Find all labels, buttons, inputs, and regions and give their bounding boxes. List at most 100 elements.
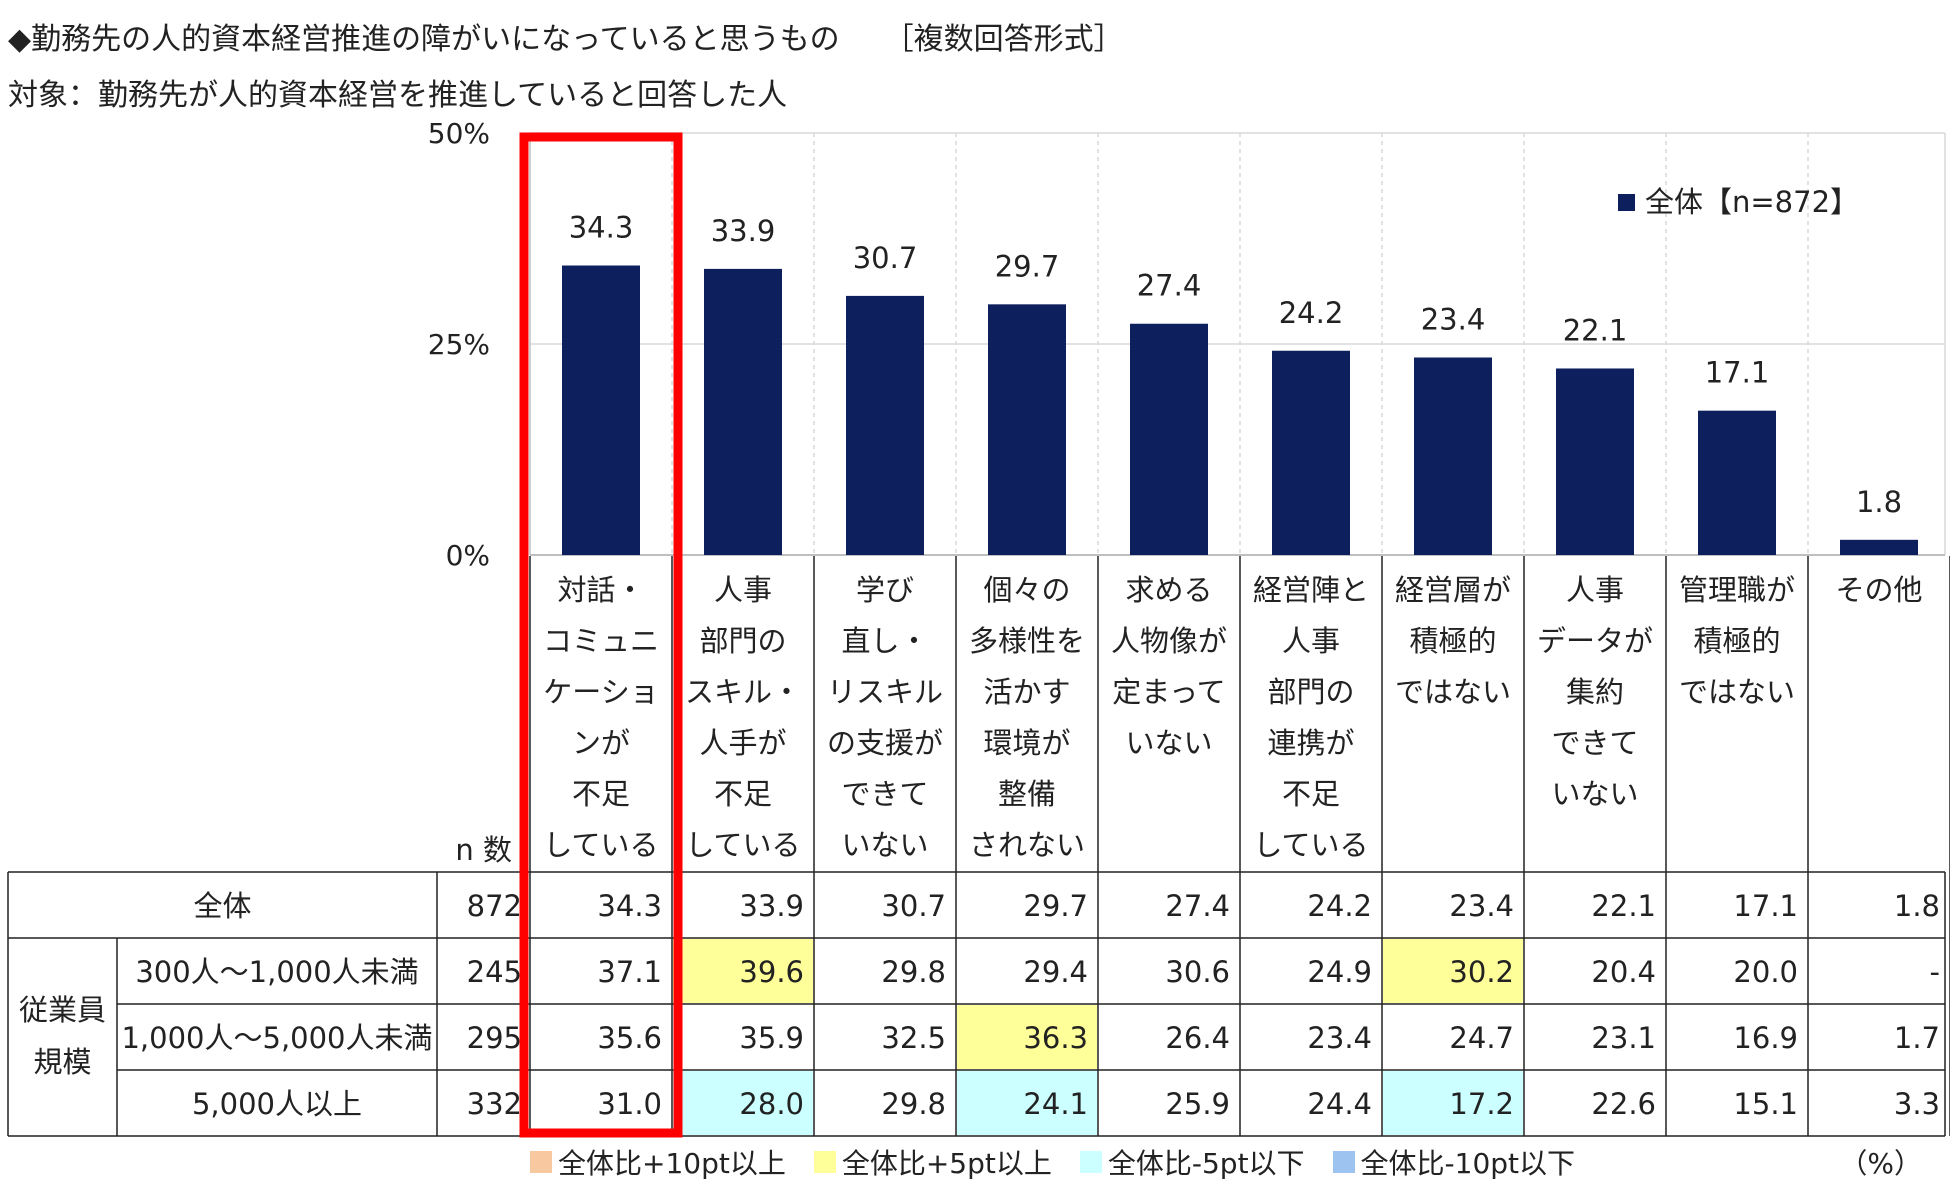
table-cell-value: 22.6 [1591, 1087, 1656, 1121]
table-cell-value: 33.9 [739, 889, 804, 923]
category-label: ンが [572, 726, 630, 760]
key-item-plus5: 全体比+5pt以上 [813, 1142, 1052, 1182]
table-cell-value: 3.3 [1894, 1087, 1940, 1121]
key-label: 全体比+5pt以上 [841, 1147, 1052, 1180]
bar [1840, 539, 1918, 555]
bar [562, 265, 640, 555]
category-label: 個々の [983, 573, 1070, 607]
category-label: 部門の [1267, 675, 1354, 709]
key-swatch-blue [1332, 1151, 1355, 1173]
category-label: その他 [1835, 573, 1922, 607]
row-label: 5,000人以上 [192, 1087, 362, 1121]
row-n-value: 245 [467, 955, 522, 989]
table-cell-value: 24.4 [1307, 1087, 1372, 1121]
key-label: 全体比-10pt以下 [1360, 1147, 1576, 1180]
table-cell-value: 30.2 [1449, 955, 1514, 989]
category-label: 不足 [714, 777, 772, 811]
table-cell-value: 15.1 [1733, 1087, 1798, 1121]
category-label: 対話・ [557, 573, 644, 607]
category-label: 人物像が [1111, 624, 1227, 658]
category-label: リスキル [827, 675, 943, 709]
category-label: 部門の [699, 624, 786, 658]
row-n-value: 295 [467, 1021, 522, 1055]
table-cell-value: 20.4 [1591, 955, 1656, 989]
category-label: ケーショ [543, 675, 658, 709]
table-cell-value: 28.0 [739, 1087, 804, 1121]
category-label: ではない [1679, 675, 1795, 709]
category-label: スキル・ [685, 675, 801, 709]
y-tick-label: 50% [428, 117, 490, 150]
key-item-minus10: 全体比-10pt以下 [1332, 1142, 1576, 1182]
highlight-cell [1383, 1071, 1523, 1135]
table-cell-value: 30.6 [1165, 955, 1230, 989]
bar [988, 304, 1066, 555]
bar [1130, 323, 1208, 555]
key-swatch-yellow [813, 1151, 836, 1173]
category-label: 不足 [1282, 777, 1340, 811]
row-label: 全体 [193, 889, 251, 923]
row-n-value: 872 [467, 889, 522, 923]
category-label: データが [1537, 624, 1653, 658]
category-label: 活かす [983, 675, 1070, 709]
table-cell-value: 29.8 [881, 955, 946, 989]
category-label: 求める [1125, 573, 1212, 607]
group-label: 規模 [33, 1045, 91, 1079]
table-cell-value: 17.2 [1449, 1087, 1514, 1121]
bar [704, 268, 782, 555]
n-label: n 数 [455, 833, 512, 867]
table-cell-value: 39.6 [739, 955, 804, 989]
table-cell-value: 24.9 [1307, 955, 1372, 989]
group-label: 従業員 [19, 993, 106, 1027]
bar [1414, 357, 1492, 555]
bar-value-label: 34.3 [569, 211, 634, 245]
key-label: 全体比+10pt以上 [558, 1147, 786, 1180]
bar [1698, 410, 1776, 555]
category-label: できて [841, 777, 928, 811]
table-cell-value: 36.3 [1023, 1021, 1088, 1055]
unit-label: （%） [1839, 1147, 1922, 1180]
category-label: いない [841, 828, 928, 862]
category-label: 整備 [998, 777, 1056, 811]
category-label: の支援が [827, 726, 943, 760]
highlight-cell [673, 939, 813, 1003]
bar-value-label: 23.4 [1421, 303, 1486, 337]
table-cell-value: 26.4 [1165, 1021, 1230, 1055]
chart-title: ◆勤務先の人的資本経営推進の障がいになっていると思うもの ［複数回答形式］ [8, 14, 1124, 58]
category-label: している [543, 828, 658, 862]
category-label: 環境が [983, 726, 1070, 760]
table-cell-value: 23.1 [1591, 1021, 1656, 1055]
category-label: 多様性を [969, 624, 1085, 658]
table-cell-value: 34.3 [597, 889, 662, 923]
table-cell-value: 27.4 [1165, 889, 1230, 923]
highlight-cell [673, 1071, 813, 1135]
category-label: 集約 [1566, 675, 1624, 709]
category-label: 直し・ [841, 624, 928, 658]
category-label: 定まって [1112, 675, 1225, 709]
title-tag: ［複数回答形式］ [883, 22, 1124, 57]
table-cell-value: 35.6 [597, 1021, 662, 1055]
table-cell-value: 25.9 [1165, 1087, 1230, 1121]
chart-subtitle: 対象：勤務先が人的資本経営を推進していると回答した人 [8, 78, 788, 113]
category-label: 学び [856, 573, 914, 607]
category-label: 人事 [1282, 624, 1340, 658]
table-cell-value: 35.9 [739, 1021, 804, 1055]
category-label: できて [1551, 726, 1638, 760]
table-cell-value: 22.1 [1591, 889, 1656, 923]
table-cell-value: 23.4 [1449, 889, 1514, 923]
key-swatch-orange [530, 1151, 552, 1173]
highlight-cell [957, 1071, 1097, 1135]
table-cell-value: 32.5 [881, 1021, 946, 1055]
legend-label: 全体【n=872】 [1645, 185, 1859, 219]
category-label: いない [1125, 726, 1212, 760]
bar [1272, 350, 1350, 555]
table-cell-value: 30.7 [881, 889, 946, 923]
bar-value-label: 29.7 [995, 249, 1060, 283]
category-label: 人事 [714, 573, 772, 607]
category-label: コミュニ [543, 624, 659, 658]
category-label: 積極的 [1693, 624, 1780, 658]
row-label: 300人～1,000人未満 [135, 955, 418, 989]
category-label: されない [969, 828, 1085, 862]
table-cell-value: - [1930, 955, 1940, 989]
table-cell-value: 16.9 [1733, 1021, 1798, 1055]
